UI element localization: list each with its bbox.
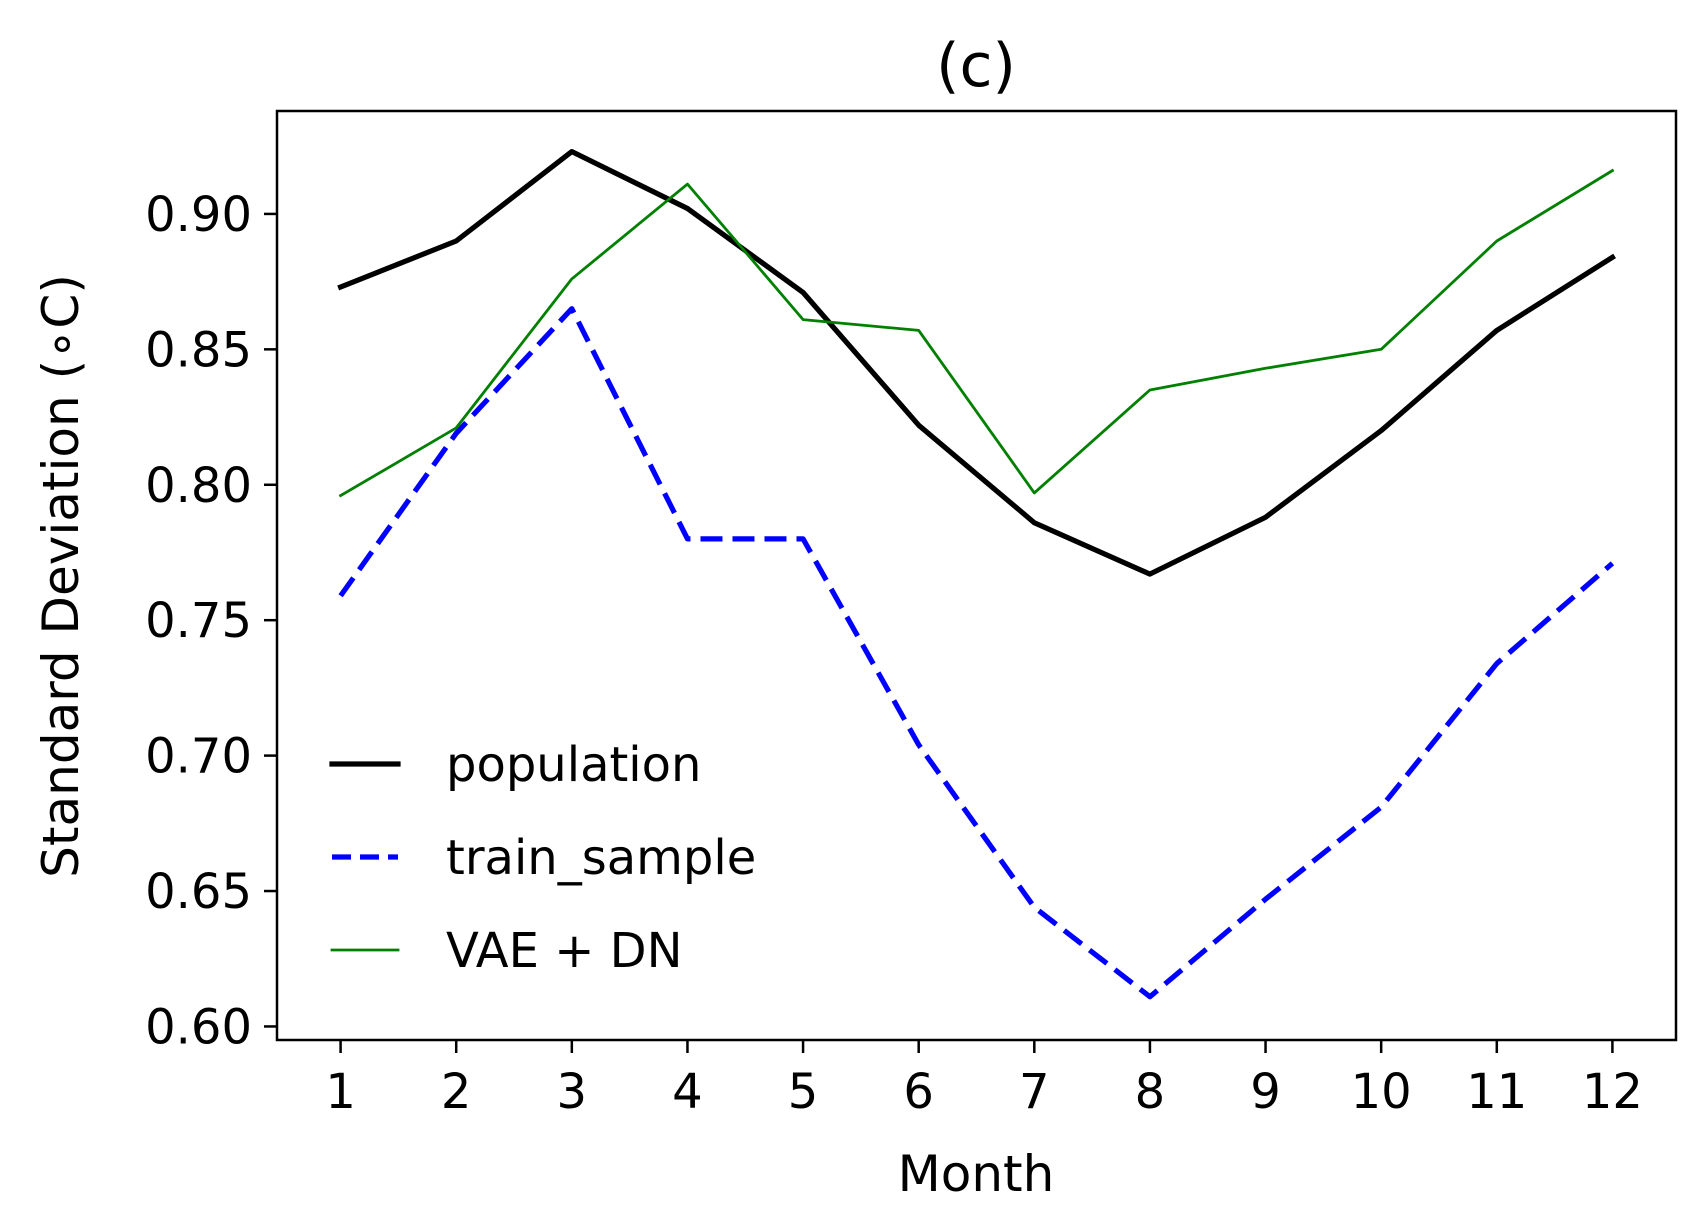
legend-label-vae-dn: VAE + DN <box>446 923 683 979</box>
y-tick-label: 0.60 <box>145 999 252 1055</box>
x-tick-label: 12 <box>1582 1064 1643 1120</box>
y-tick-label: 0.90 <box>145 187 252 243</box>
series-line-train-sample <box>338 306 1615 1000</box>
y-tick-label: 0.85 <box>145 322 252 378</box>
series-line-population <box>337 149 1616 577</box>
y-axis-label: Standard Deviation (∘C) <box>32 274 90 878</box>
x-axis-label: Month <box>898 1145 1055 1203</box>
x-tick-label: 2 <box>441 1064 472 1120</box>
y-tick-label: 0.70 <box>145 729 252 785</box>
plot-series <box>337 149 1616 1000</box>
y-tick-label: 0.65 <box>145 864 252 920</box>
legend-label-train-sample: train_sample <box>446 830 756 886</box>
y-tick-label: 0.75 <box>145 593 252 649</box>
plot-frame <box>275 109 1678 1042</box>
x-axis-ticks: 1 2 3 4 5 6 7 8 9 10 11 12 <box>325 1040 1643 1120</box>
x-tick-label: 4 <box>672 1064 703 1120</box>
series-line-vae-dn <box>338 168 1615 498</box>
x-tick-label: 1 <box>325 1064 356 1120</box>
x-tick-label: 11 <box>1466 1064 1527 1120</box>
y-axis-ticks: 0.60 0.65 0.70 0.75 0.80 0.85 0.90 <box>145 187 277 1055</box>
x-tick-label: 7 <box>1019 1064 1050 1120</box>
x-tick-label: 3 <box>557 1064 588 1120</box>
x-tick-label: 6 <box>903 1064 934 1120</box>
x-tick-label: 8 <box>1135 1064 1166 1120</box>
x-tick-label: 9 <box>1250 1064 1281 1120</box>
legend: population train_sample VAE + DN <box>329 737 756 979</box>
x-tick-label: 10 <box>1351 1064 1412 1120</box>
y-tick-label: 0.80 <box>145 458 252 514</box>
legend-label-population: population <box>446 737 701 793</box>
chart-title: (c) <box>936 31 1016 101</box>
x-tick-label: 5 <box>788 1064 819 1120</box>
